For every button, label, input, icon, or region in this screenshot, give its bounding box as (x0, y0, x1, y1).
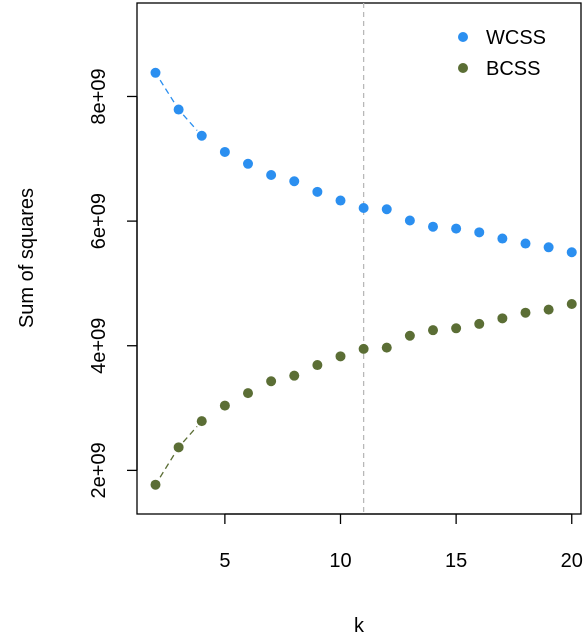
y-axis-title: Sum of squares (16, 188, 38, 328)
wcss-point (150, 67, 161, 78)
y-tick-label: 6e+09 (88, 193, 110, 249)
bcss-point (266, 376, 277, 387)
wcss-point (543, 242, 554, 253)
bcss-point (150, 479, 161, 490)
bcss-point (566, 298, 577, 309)
x-tick-label: 15 (445, 550, 467, 572)
wcss-point (243, 158, 253, 169)
bcss-point (497, 313, 508, 324)
trend-segment (182, 114, 198, 131)
trend-segment (182, 425, 198, 443)
y-tick-label: 8e+09 (88, 68, 110, 124)
legend: WCSS BCSS (458, 27, 546, 80)
legend-label-wcss: WCSS (486, 27, 546, 49)
trend-segment (159, 454, 175, 478)
bcss-point (520, 307, 531, 318)
bcss-point (404, 330, 415, 341)
bcss-point (451, 323, 462, 334)
bcss-point (381, 342, 392, 353)
bcss-point (335, 351, 346, 362)
bcss-point (543, 304, 554, 315)
wcss-point (289, 176, 300, 187)
x-tick-label: 5 (219, 550, 230, 572)
wcss-point (566, 247, 577, 258)
bcss-point (196, 416, 207, 427)
bcss-point (219, 400, 230, 411)
trend-segment (159, 79, 175, 103)
wcss-point (173, 104, 184, 115)
wcss-point (451, 223, 462, 234)
bcss-point (428, 325, 438, 336)
wcss-point (335, 195, 346, 206)
y-tick-label: 4e+09 (88, 318, 110, 374)
bcss-point (173, 442, 184, 453)
wcss-point (196, 130, 207, 141)
wcss-point (474, 227, 485, 238)
wcss-point (381, 204, 392, 215)
x-tick-label: 10 (329, 550, 351, 572)
legend-marker-bcss (458, 63, 468, 73)
y-tick-label: 2e+09 (88, 442, 110, 498)
trend-lines (159, 79, 198, 478)
x-axis: 5 10 15 20 (219, 513, 583, 572)
wcss-point (312, 186, 323, 197)
legend-marker-wcss (458, 32, 468, 42)
bcss-point (358, 343, 369, 354)
bcss-point (312, 360, 323, 371)
wcss-point (497, 233, 508, 244)
legend-label-bcss: BCSS (486, 58, 540, 80)
data-points (150, 67, 577, 490)
wcss-point (404, 215, 415, 226)
wcss-point (520, 238, 531, 249)
bcss-point (243, 388, 253, 399)
wcss-point (358, 203, 369, 214)
x-tick-label: 20 (561, 550, 583, 572)
y-axis: 2e+09 4e+09 6e+09 8e+09 (88, 68, 138, 498)
bcss-point (474, 318, 485, 329)
x-axis-title: k (354, 615, 365, 637)
wcss-point (266, 169, 277, 180)
wcss-point (219, 146, 230, 157)
wcss-point (428, 221, 438, 232)
bcss-point (289, 370, 300, 381)
